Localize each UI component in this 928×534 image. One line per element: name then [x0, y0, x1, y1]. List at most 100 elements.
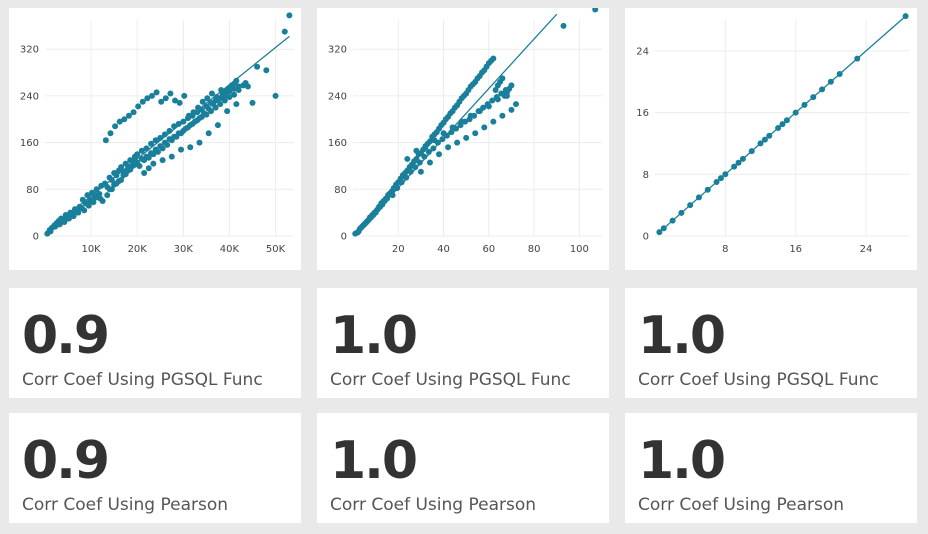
data-point [122, 171, 129, 178]
trend-line [657, 15, 907, 235]
data-point [204, 95, 211, 102]
axes: 0 80 160 240 320 20 40 60 80 100 [328, 45, 589, 255]
data-point [242, 80, 249, 87]
y-tick-label: 16 [636, 108, 649, 119]
x-tick-label: 50K [266, 244, 286, 255]
data-point [489, 97, 496, 104]
data-point [490, 118, 497, 125]
data-point [412, 164, 419, 171]
y-tick-label: 8 [643, 170, 649, 181]
data-point [185, 112, 192, 119]
data-point [108, 186, 115, 193]
data-point [404, 155, 411, 162]
metric-card-pgsql-2: 1.0 Corr Coef Using PGSQL Func [317, 288, 609, 398]
data-point [249, 99, 256, 106]
metric-label: Corr Coef Using Pearson [638, 495, 845, 515]
metric-card-pearson-1: 0.9 Corr Coef Using Pearson [9, 413, 301, 523]
data-point [472, 130, 479, 137]
data-point [214, 96, 221, 103]
metric-label: Corr Coef Using PGSQL Func [638, 370, 879, 390]
data-point [96, 190, 103, 197]
data-point [512, 101, 519, 108]
data-point [226, 94, 233, 101]
data-point [181, 92, 188, 99]
data-point [458, 118, 465, 125]
data-point [118, 164, 125, 171]
data-point [205, 130, 212, 137]
data-point [145, 165, 152, 172]
data-point [136, 162, 143, 169]
y-tick-label: 80 [26, 185, 39, 196]
data-point [141, 169, 148, 176]
y-tick-label: 0 [643, 232, 649, 243]
data-point [463, 134, 470, 141]
data-point [138, 147, 145, 154]
data-point [150, 160, 157, 167]
metric-label: Corr Coef Using Pearson [330, 495, 537, 515]
data-point [481, 124, 488, 131]
data-point [454, 139, 461, 146]
data-point [476, 108, 483, 115]
data-point [159, 157, 166, 164]
data-point [502, 87, 509, 94]
x-tick-label: 16 [789, 244, 802, 255]
data-point [214, 122, 221, 129]
data-point [281, 28, 288, 35]
data-point [102, 137, 109, 144]
y-tick-label: 160 [328, 138, 347, 149]
data-point [508, 106, 515, 113]
metric-value: 1.0 [330, 431, 418, 491]
grid-lines [353, 20, 602, 237]
scatter-plot-1[interactable]: 0 80 160 240 320 10K 20K 30K 40K 50K [9, 8, 301, 270]
data-point [145, 154, 152, 161]
data-point [141, 157, 148, 164]
data-point [134, 151, 141, 158]
metric-card-pgsql-1: 0.9 Corr Coef Using PGSQL Func [9, 288, 301, 398]
data-point [210, 101, 217, 108]
data-point [190, 109, 197, 116]
data-point [494, 96, 501, 103]
data-point [199, 98, 206, 105]
data-point [286, 12, 293, 19]
data-point [485, 103, 492, 110]
data-point [413, 147, 420, 154]
metric-label: Corr Coef Using PGSQL Func [330, 370, 571, 390]
data-point [168, 153, 175, 160]
metric-value: 1.0 [638, 431, 726, 491]
metric-value: 1.0 [638, 306, 726, 366]
data-point [503, 92, 510, 99]
data-point [175, 120, 182, 127]
data-point [104, 192, 111, 199]
data-point [148, 92, 155, 99]
data-point [490, 55, 497, 62]
scatter-chart-card-2: 0 80 160 240 320 20 40 60 80 100 [317, 8, 609, 270]
data-point [118, 176, 125, 183]
axes: 0 8 16 24 8 16 24 [636, 46, 872, 255]
data-point [187, 122, 194, 129]
scatter-chart-card-3: 0 8 16 24 8 16 24 [625, 8, 917, 270]
data-point [139, 98, 146, 105]
data-point [416, 159, 423, 166]
data-point [208, 90, 215, 97]
scatter-plot-2[interactable]: 0 80 160 240 320 20 40 60 80 100 [317, 8, 609, 270]
data-point [201, 110, 208, 117]
y-tick-label: 80 [334, 185, 347, 196]
data-point [113, 180, 120, 187]
data-point [499, 75, 506, 82]
data-point [498, 90, 505, 97]
data-point [191, 118, 198, 125]
data-point [182, 125, 189, 132]
data-point [233, 101, 240, 108]
x-tick-label: 8 [722, 244, 728, 255]
data-point [178, 130, 185, 137]
x-tick-label: 30K [174, 244, 194, 255]
metric-card-pearson-3: 1.0 Corr Coef Using Pearson [625, 413, 917, 523]
data-point [436, 151, 443, 158]
y-tick-label: 160 [20, 138, 39, 149]
scatter-plot-3[interactable]: 0 8 16 24 8 16 24 [625, 8, 917, 270]
metric-value: 0.9 [22, 306, 110, 366]
data-point [196, 139, 203, 146]
data-point [154, 148, 161, 155]
data-point [254, 63, 261, 70]
data-point [144, 95, 151, 102]
